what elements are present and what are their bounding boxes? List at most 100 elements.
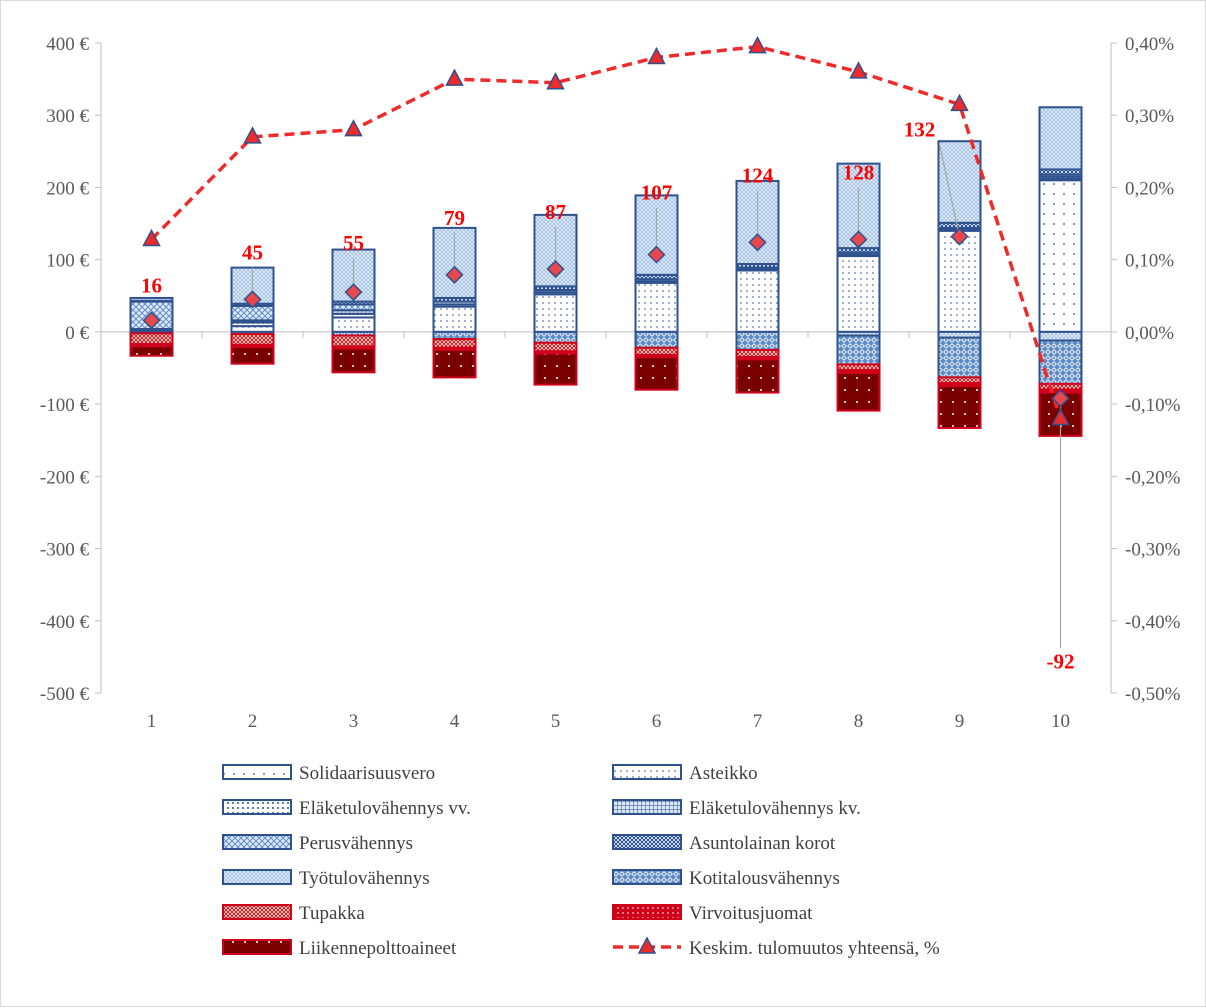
left-axis-tick-label: -200 €	[40, 467, 90, 488]
legend-label: Työtulovähennys	[299, 868, 430, 889]
net-total-label: 128	[843, 160, 875, 184]
bar-segment	[129, 332, 174, 346]
category-label: 3	[349, 711, 359, 732]
bar-segment	[230, 346, 275, 365]
bar-segment	[331, 316, 376, 333]
bar-segment	[735, 358, 780, 394]
net-total-diamond	[243, 290, 262, 309]
left-axis-tick-label: 200 €	[46, 178, 89, 199]
bar-segment	[937, 229, 982, 333]
net-total-diamond	[546, 259, 565, 279]
net-total-label: 16	[141, 273, 162, 297]
bar-segment	[937, 385, 982, 429]
right-axis-tick-label: -0,40%	[1125, 612, 1181, 633]
line-marker	[243, 126, 262, 144]
bar-segment	[432, 305, 477, 333]
right-axis-tick-label: -0,10%	[1125, 395, 1181, 416]
net-total-diamond	[1051, 389, 1070, 408]
income-change-line-path	[150, 44, 1063, 420]
category-label: 8	[854, 711, 864, 732]
legend-label: Keskim. tulomuutos yhteensä, %	[689, 938, 940, 959]
net-total-label: 45	[242, 240, 263, 264]
legend-label: Kotitalousvähennys	[689, 868, 840, 889]
line-marker	[142, 228, 161, 247]
legend: Solidaarisuusvero Asteikko Eläketulovähenn…	[222, 763, 940, 959]
category-label: 4	[450, 711, 460, 732]
net-total-diamond	[445, 265, 464, 284]
bar-segment	[129, 296, 174, 302]
right-axis-tick-label: -0,20%	[1125, 467, 1181, 488]
left-axis-tick-label: 400 €	[46, 34, 89, 55]
right-axis-tick-label: -0,30%	[1125, 540, 1181, 561]
net-total-label: -92	[1047, 649, 1075, 673]
bar-segment	[1038, 330, 1083, 342]
legend-swatch	[222, 904, 292, 920]
legend-swatch	[612, 799, 682, 815]
bar-segment	[836, 372, 881, 412]
legend-label: Asteikko	[689, 763, 758, 784]
line-marker	[344, 119, 363, 137]
legend-label: Eläketulovähennys vv.	[299, 798, 471, 819]
bar-segment	[533, 341, 578, 353]
bar-segment	[533, 352, 578, 386]
category-label: 2	[248, 711, 258, 732]
bar-segment	[129, 345, 174, 357]
line-marker	[647, 46, 666, 65]
bar-segment	[937, 336, 982, 379]
net-total-label: 87	[545, 200, 566, 224]
left-axis-tick-label: -100 €	[40, 395, 90, 416]
legend-line-marker	[637, 936, 657, 954]
legend-swatch	[612, 869, 682, 885]
bar-segment	[634, 356, 679, 391]
category-label: 5	[551, 711, 561, 732]
line-marker	[748, 36, 767, 54]
left-axis-tick-label: 100 €	[46, 251, 89, 272]
right-axis-tick-label: 0,30%	[1125, 106, 1174, 127]
bar-segment	[937, 140, 982, 224]
net-total-diamond	[142, 311, 161, 330]
legend-swatch	[222, 764, 292, 780]
bar-segment	[735, 269, 780, 333]
category-label: 1	[147, 711, 157, 732]
net-total-label: 107	[641, 181, 673, 205]
legend-label: Tupakka	[299, 903, 365, 924]
legend-swatch	[222, 869, 292, 885]
bar-segment	[836, 334, 881, 366]
legend-swatch	[222, 799, 292, 815]
bar-segment	[331, 347, 376, 374]
bar-segment	[432, 348, 477, 379]
bar-segment	[432, 338, 477, 349]
net-total-diamond	[647, 245, 666, 264]
bar-segment	[836, 255, 881, 333]
left-axis-tick-label: -300 €	[40, 540, 90, 561]
legend-label: Eläketulovähennys kv.	[689, 798, 861, 819]
legend-swatch	[612, 904, 682, 920]
left-axis-tick-label: -400 €	[40, 612, 90, 633]
legend-label: Perusvähennys	[299, 833, 413, 854]
income-change-line	[142, 36, 1070, 426]
category-label: 6	[652, 711, 662, 732]
bar-segment	[634, 281, 679, 333]
net-change-labels: 16 45 55 79 87 107 124 128 132 -92	[141, 118, 1075, 674]
category-label: 10	[1051, 711, 1070, 732]
line-marker	[849, 61, 868, 79]
left-axis-tick-label: 0 €	[65, 323, 89, 344]
right-axis-tick-label: 0,00%	[1125, 323, 1174, 344]
right-axis-tick-label: 0,20%	[1125, 178, 1174, 199]
bar-segment	[533, 330, 578, 344]
bar-segment	[331, 334, 376, 348]
bar-segment	[735, 330, 780, 351]
net-total-label: 132	[904, 118, 936, 142]
net-total-diamond	[344, 283, 363, 302]
legend-swatch	[222, 834, 292, 850]
left-axis-tick-label: -500 €	[40, 684, 90, 705]
bar-segment	[533, 293, 578, 333]
legend-label: Liikennepolttoaineet	[299, 938, 457, 959]
label-leader	[938, 144, 961, 237]
right-axis-tick-label: 0,10%	[1125, 251, 1174, 272]
net-total-diamond	[748, 233, 767, 252]
line-marker	[950, 93, 969, 112]
legend-swatch	[222, 939, 292, 955]
